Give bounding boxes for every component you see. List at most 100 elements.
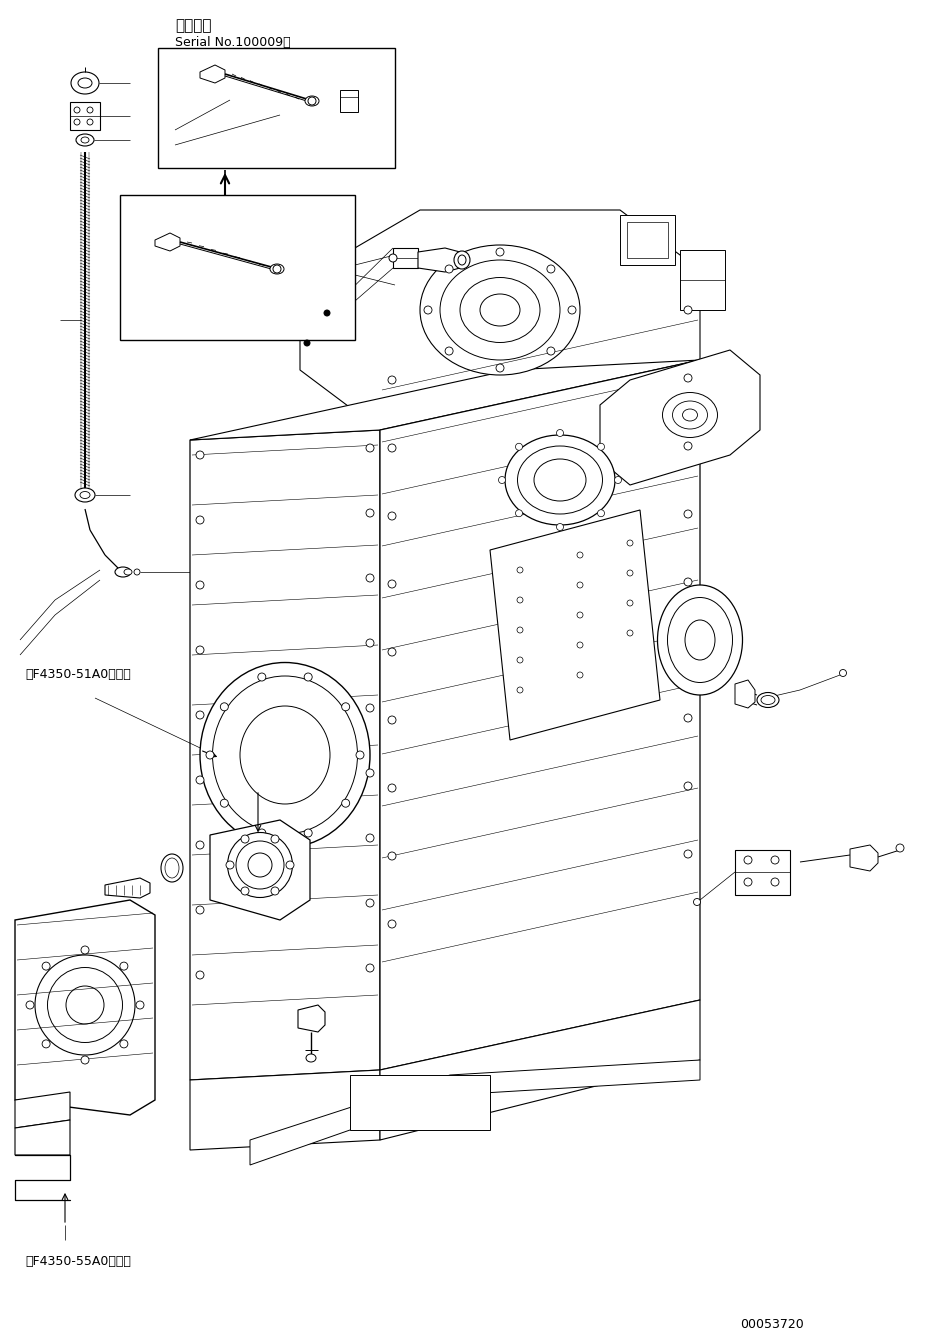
Circle shape xyxy=(389,255,397,263)
Circle shape xyxy=(388,921,396,929)
Circle shape xyxy=(258,673,265,681)
Circle shape xyxy=(366,833,374,842)
Circle shape xyxy=(241,887,249,895)
Ellipse shape xyxy=(35,955,135,1055)
Polygon shape xyxy=(250,1060,700,1164)
Circle shape xyxy=(74,107,80,113)
Circle shape xyxy=(258,829,265,838)
Ellipse shape xyxy=(460,277,540,343)
Bar xyxy=(70,102,100,130)
Polygon shape xyxy=(15,1120,70,1155)
Circle shape xyxy=(614,477,622,484)
Circle shape xyxy=(684,850,692,858)
Ellipse shape xyxy=(668,598,733,682)
Polygon shape xyxy=(490,511,660,740)
Circle shape xyxy=(694,899,700,906)
Text: 適用号機: 適用号機 xyxy=(175,17,212,34)
Circle shape xyxy=(134,570,140,575)
Circle shape xyxy=(341,799,350,807)
Bar xyxy=(158,48,395,168)
Polygon shape xyxy=(15,1092,70,1128)
Ellipse shape xyxy=(517,446,602,515)
Ellipse shape xyxy=(480,293,520,326)
Circle shape xyxy=(388,852,396,860)
Bar xyxy=(620,214,675,265)
Circle shape xyxy=(220,702,228,710)
Ellipse shape xyxy=(306,1055,316,1063)
Circle shape xyxy=(196,516,204,524)
Circle shape xyxy=(196,452,204,460)
Ellipse shape xyxy=(161,854,183,882)
Circle shape xyxy=(744,878,752,886)
Circle shape xyxy=(196,972,204,980)
Circle shape xyxy=(577,552,583,557)
Polygon shape xyxy=(15,900,155,1115)
Circle shape xyxy=(304,673,312,681)
Circle shape xyxy=(196,906,204,914)
Ellipse shape xyxy=(248,854,272,876)
Circle shape xyxy=(515,509,523,517)
Circle shape xyxy=(136,1001,144,1009)
Ellipse shape xyxy=(81,137,89,143)
Circle shape xyxy=(771,878,779,886)
Circle shape xyxy=(627,630,633,636)
Bar xyxy=(350,1075,490,1130)
Circle shape xyxy=(517,567,523,574)
Bar xyxy=(340,90,358,113)
Circle shape xyxy=(684,783,692,791)
Circle shape xyxy=(81,946,89,954)
Polygon shape xyxy=(190,430,380,1080)
Text: 00053720: 00053720 xyxy=(740,1319,804,1331)
Circle shape xyxy=(366,574,374,582)
Circle shape xyxy=(547,265,555,273)
Bar xyxy=(120,196,355,340)
Circle shape xyxy=(26,1001,34,1009)
Ellipse shape xyxy=(75,488,95,502)
Circle shape xyxy=(517,657,523,663)
Circle shape xyxy=(517,627,523,632)
Polygon shape xyxy=(735,679,755,708)
Circle shape xyxy=(684,714,692,722)
Circle shape xyxy=(220,799,228,807)
Ellipse shape xyxy=(420,245,580,375)
Circle shape xyxy=(840,670,846,677)
Ellipse shape xyxy=(305,96,319,106)
Circle shape xyxy=(87,119,93,125)
Circle shape xyxy=(424,306,432,314)
Polygon shape xyxy=(380,1000,700,1140)
Polygon shape xyxy=(418,248,460,272)
Circle shape xyxy=(684,511,692,519)
Polygon shape xyxy=(380,360,700,1071)
Text: 第F4350-51A0図参照: 第F4350-51A0図参照 xyxy=(25,669,130,681)
Circle shape xyxy=(74,119,80,125)
Circle shape xyxy=(496,364,504,373)
Circle shape xyxy=(598,444,605,450)
Circle shape xyxy=(627,570,633,576)
Ellipse shape xyxy=(440,260,560,360)
Circle shape xyxy=(366,639,374,647)
Circle shape xyxy=(445,347,453,355)
Ellipse shape xyxy=(80,492,90,498)
Ellipse shape xyxy=(458,255,466,265)
Ellipse shape xyxy=(672,401,708,429)
Circle shape xyxy=(744,856,752,864)
Circle shape xyxy=(568,306,576,314)
Bar xyxy=(680,251,725,310)
Circle shape xyxy=(81,1056,89,1064)
Circle shape xyxy=(577,612,583,618)
Circle shape xyxy=(273,265,281,273)
Circle shape xyxy=(304,340,310,346)
Ellipse shape xyxy=(454,251,470,269)
Circle shape xyxy=(196,776,204,784)
Polygon shape xyxy=(190,360,700,440)
Polygon shape xyxy=(300,210,700,430)
Polygon shape xyxy=(600,350,760,485)
Circle shape xyxy=(496,248,504,256)
Circle shape xyxy=(771,856,779,864)
Circle shape xyxy=(366,899,374,907)
Ellipse shape xyxy=(662,393,718,437)
Circle shape xyxy=(388,580,396,588)
Circle shape xyxy=(286,862,294,870)
Ellipse shape xyxy=(757,693,779,708)
Polygon shape xyxy=(200,66,225,83)
